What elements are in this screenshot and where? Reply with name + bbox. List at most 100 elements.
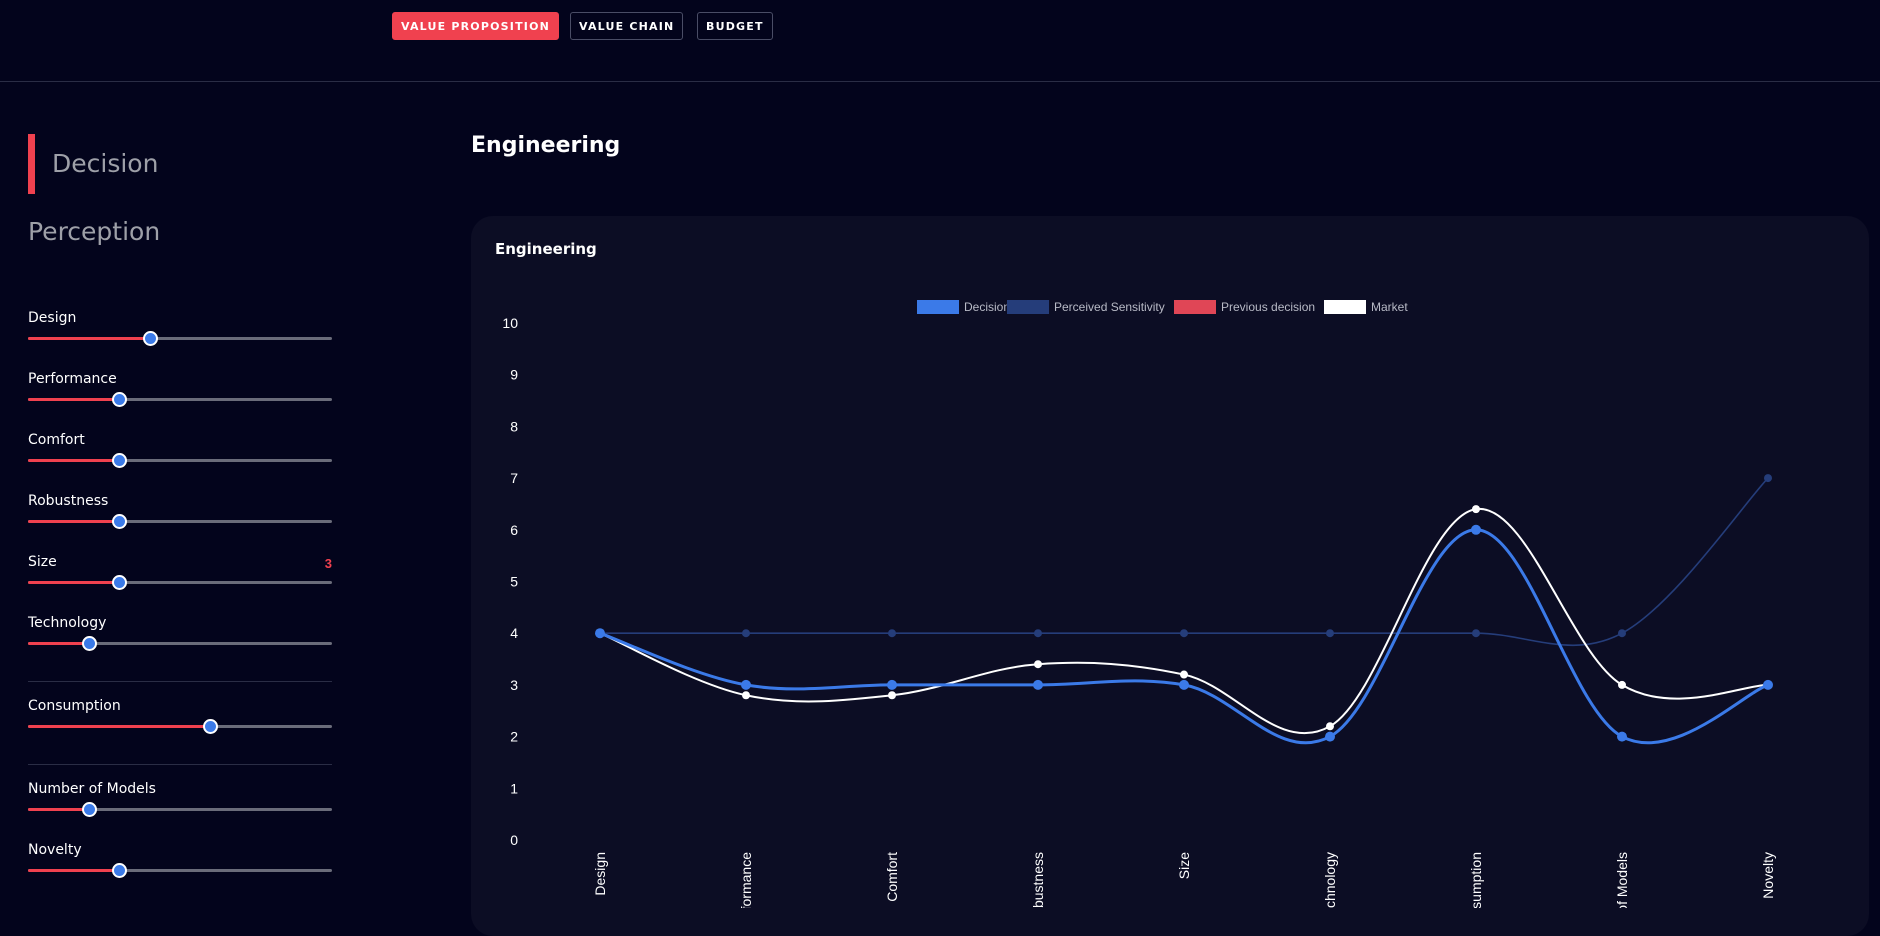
slider-thumb[interactable] [112, 453, 128, 468]
slider-label: Design [28, 310, 77, 326]
data-point-decision [887, 679, 897, 690]
slider-size: Size 3 [28, 554, 332, 594]
slider-fill [28, 520, 120, 523]
slider-thumb[interactable] [112, 575, 128, 590]
data-point-market [1618, 680, 1626, 689]
slider-fill [28, 459, 120, 462]
data-point-decision [1617, 731, 1627, 742]
y-tick-label: 10 [502, 315, 518, 331]
legend-swatch [1007, 300, 1049, 314]
slider-value: 3 [324, 556, 332, 571]
legend-swatch [1324, 300, 1366, 314]
slider-label: Size [28, 554, 57, 570]
chart-card-title: Engineering [495, 240, 597, 258]
series-line-perceived-sensitivity [600, 477, 1769, 647]
slider-label: Novelty [28, 842, 82, 858]
slider-label: Comfort [28, 432, 85, 448]
slider-fill [28, 581, 120, 584]
slider-label: Technology [28, 615, 107, 631]
x-tick-label: Robustness [1030, 852, 1046, 908]
y-tick-label: 6 [510, 522, 518, 538]
slider-novelty: Novelty [28, 842, 332, 882]
slider-thumb[interactable] [81, 802, 97, 817]
legend-label: Previous decision [1221, 300, 1315, 314]
value-proposition-button[interactable]: VALUE PROPOSITION [392, 12, 560, 40]
tab-decision[interactable]: Decision [28, 134, 158, 194]
slider-thumb[interactable] [81, 636, 97, 651]
slider-track[interactable] [28, 863, 332, 878]
slider-track[interactable] [28, 575, 332, 590]
slider-robustness: Robustness [28, 493, 332, 533]
x-tick-label: Technology [1322, 852, 1338, 908]
data-point-market [1326, 722, 1334, 731]
x-tick-label: Design [592, 852, 608, 896]
slider-consumption: Consumption [28, 698, 332, 738]
tab-perception-label: Perception [28, 217, 161, 246]
slider-thumb[interactable] [203, 719, 219, 734]
data-point-perceived-sensitivity [888, 629, 896, 638]
active-tab-indicator [28, 134, 35, 194]
data-point-decision [595, 628, 605, 639]
y-tick-label: 9 [510, 367, 518, 383]
x-tick-label: Performance [738, 852, 754, 908]
slider-thumb[interactable] [142, 331, 158, 346]
legend-swatch [1174, 300, 1216, 314]
data-point-decision [1033, 679, 1043, 690]
legend-item[interactable]: Decision [917, 300, 1010, 314]
x-tick-label: Consumption [1468, 852, 1484, 908]
tab-perception[interactable]: Perception [28, 214, 160, 250]
slider-track[interactable] [28, 719, 332, 734]
y-tick-label: 4 [510, 625, 518, 641]
data-point-perceived-sensitivity [1472, 629, 1480, 638]
chart-card: Engineering Decision Perceived Sensitivit… [471, 216, 1869, 936]
engineering-line-chart: Decision Perceived Sensitivity Previous de… [502, 300, 1776, 908]
slider-track[interactable] [28, 453, 332, 468]
data-point-decision [1763, 679, 1773, 690]
legend-item[interactable]: Previous decision [1174, 300, 1315, 314]
slider-performance: Performance [28, 371, 332, 411]
slider-track[interactable] [28, 331, 332, 346]
data-point-market [742, 691, 750, 700]
slider-track[interactable] [28, 802, 332, 817]
budget-button[interactable]: BUDGET [697, 12, 773, 40]
x-tick-label: Comfort [884, 852, 900, 902]
slider-thumb[interactable] [112, 863, 128, 878]
slider-group-divider [28, 764, 332, 765]
slider-fill [28, 398, 120, 401]
legend-label: Decision [964, 300, 1010, 314]
data-point-market [1180, 670, 1188, 679]
slider-fill [28, 642, 89, 645]
legend-label: Market [1371, 300, 1408, 314]
slider-fill [28, 808, 89, 811]
legend-swatch [917, 300, 959, 314]
y-tick-label: 3 [510, 677, 518, 693]
data-point-decision [1179, 679, 1189, 690]
slider-thumb[interactable] [112, 392, 128, 407]
slider-technology: Technology [28, 615, 332, 655]
x-tick-label: Novelty [1760, 852, 1776, 899]
data-point-decision [1471, 524, 1481, 535]
page-title: Engineering [471, 133, 621, 158]
data-point-perceived-sensitivity [1180, 629, 1188, 638]
slider-track[interactable] [28, 514, 332, 529]
legend-item[interactable]: Perceived Sensitivity [1007, 300, 1165, 314]
slider-number-of-models: Number of Models [28, 781, 332, 821]
slider-comfort: Comfort [28, 432, 332, 472]
data-point-market [888, 691, 896, 700]
y-tick-label: 0 [510, 832, 518, 848]
series-line-market [599, 508, 1769, 735]
data-point-decision [741, 679, 751, 690]
y-tick-label: 7 [510, 470, 518, 486]
slider-track[interactable] [28, 392, 332, 407]
slider-thumb[interactable] [112, 514, 128, 529]
slider-track[interactable] [28, 636, 332, 651]
y-tick-label: 5 [510, 574, 518, 590]
legend-item[interactable]: Market [1324, 300, 1408, 314]
data-point-perceived-sensitivity [1618, 629, 1626, 638]
data-point-perceived-sensitivity [1764, 474, 1772, 483]
series-line-decision [599, 528, 1769, 745]
x-tick-label: Size [1176, 852, 1192, 879]
y-tick-label: 8 [510, 418, 518, 434]
value-chain-button[interactable]: VALUE CHAIN [570, 12, 684, 40]
data-point-market [1034, 660, 1042, 669]
